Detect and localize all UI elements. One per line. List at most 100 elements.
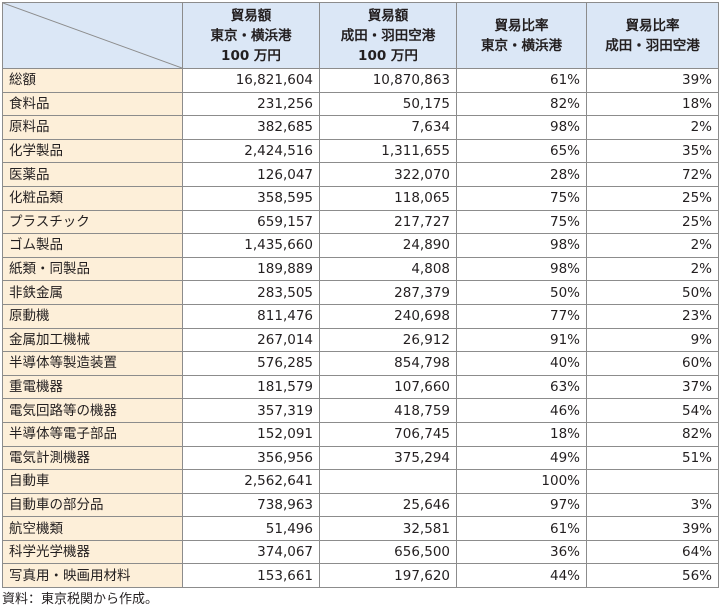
row-label-cell: 化学製品 [2, 138, 183, 164]
tokyo-yokohama-value-cell: 659,157 [182, 209, 320, 235]
narita-haneda-value-cell: 418,759 [319, 398, 457, 423]
table-row: 自動車 2,562,641 100% [2, 469, 719, 494]
table-row: 自動車の部分品 738,963 25,646 97% 3% [2, 492, 719, 518]
narita-haneda-value-cell: 322,070 [319, 162, 457, 187]
row-label-cell: 化粧品類 [2, 185, 183, 211]
tokyo-yokohama-value-cell: 126,047 [182, 162, 320, 187]
tokyo-yokohama-value-cell: 738,963 [182, 492, 320, 518]
narita-haneda-value-cell: 217,727 [319, 209, 457, 235]
row-label-cell: 航空機類 [2, 516, 183, 541]
tokyo-yokohama-value-cell: 51,496 [182, 516, 320, 541]
narita-haneda-value-cell [319, 469, 457, 494]
tokyo-yokohama-ratio-cell: 44% [456, 563, 587, 589]
row-label-cell: 半導体等電子部品 [2, 421, 183, 447]
row-label-cell: 医薬品 [2, 162, 183, 187]
narita-haneda-value-cell: 706,745 [319, 421, 457, 447]
narita-haneda-ratio-cell: 51% [586, 445, 719, 471]
narita-haneda-ratio-cell: 56% [586, 563, 719, 589]
narita-haneda-value-cell: 1,311,655 [319, 138, 457, 164]
row-label-cell: 原動機 [2, 303, 183, 329]
trade-table: 貿易額 東京・横浜港 100 万円 貿易額 成田・羽田空港 100 万円 貿易比率 東京・… [2, 2, 719, 589]
narita-haneda-value-cell: 107,660 [319, 374, 457, 400]
narita-haneda-ratio-cell: 2% [586, 233, 719, 258]
narita-haneda-ratio-cell: 25% [586, 209, 719, 235]
tokyo-yokohama-ratio-cell: 65% [456, 138, 587, 164]
row-label-cell: 電気回路等の機器 [2, 398, 183, 423]
narita-haneda-ratio-cell: 64% [586, 539, 719, 565]
narita-haneda-ratio-cell: 9% [586, 327, 719, 353]
table-row: 化粧品類 358,595 118,065 75% 25% [2, 185, 719, 211]
tokyo-yokohama-ratio-cell: 82% [456, 91, 587, 117]
row-label-cell: 写真用・映画用材料 [2, 563, 183, 589]
tokyo-yokohama-value-cell: 382,685 [182, 115, 320, 140]
tokyo-yokohama-value-cell: 358,595 [182, 185, 320, 211]
tokyo-yokohama-ratio-cell: 40% [456, 351, 587, 376]
narita-haneda-value-cell: 10,870,863 [319, 68, 457, 93]
header-narita-haneda-ratio: 貿易比率 成田・羽田空港 [586, 2, 719, 69]
tokyo-yokohama-ratio-cell: 98% [456, 233, 587, 258]
tokyo-yokohama-ratio-cell: 46% [456, 398, 587, 423]
tokyo-yokohama-value-cell: 356,956 [182, 445, 320, 471]
corner-cell [2, 2, 183, 69]
narita-haneda-ratio-cell: 37% [586, 374, 719, 400]
tokyo-yokohama-ratio-cell: 36% [456, 539, 587, 565]
tokyo-yokohama-value-cell: 152,091 [182, 421, 320, 447]
tokyo-yokohama-value-cell: 189,889 [182, 256, 320, 282]
tokyo-yokohama-ratio-cell: 63% [456, 374, 587, 400]
row-label-cell: ゴム製品 [2, 233, 183, 258]
tokyo-yokohama-value-cell: 283,505 [182, 280, 320, 305]
narita-haneda-ratio-cell: 2% [586, 115, 719, 140]
table-row: 科学光学機器 374,067 656,500 36% 64% [2, 539, 719, 565]
table-body: 総額 16,821,604 10,870,863 61% 39% 食料品 231,256 50… [2, 68, 719, 589]
tokyo-yokohama-ratio-cell: 49% [456, 445, 587, 471]
narita-haneda-value-cell: 24,890 [319, 233, 457, 258]
table-row: 化学製品 2,424,516 1,311,655 65% 35% [2, 138, 719, 164]
table-row: 総額 16,821,604 10,870,863 61% 39% [2, 68, 719, 93]
tokyo-yokohama-ratio-cell: 98% [456, 256, 587, 282]
narita-haneda-ratio-cell: 39% [586, 68, 719, 93]
header-tokyo-yokohama-value: 貿易額 東京・横浜港 100 万円 [182, 2, 320, 69]
narita-haneda-value-cell: 26,912 [319, 327, 457, 353]
narita-haneda-value-cell: 656,500 [319, 539, 457, 565]
row-label-cell: 紙類・同製品 [2, 256, 183, 282]
narita-haneda-ratio-cell: 39% [586, 516, 719, 541]
narita-haneda-value-cell: 118,065 [319, 185, 457, 211]
table-row: 半導体等電子部品 152,091 706,745 18% 82% [2, 421, 719, 447]
tokyo-yokohama-ratio-cell: 75% [456, 185, 587, 211]
row-label-cell: 自動車 [2, 469, 183, 494]
narita-haneda-ratio-cell: 18% [586, 91, 719, 117]
tokyo-yokohama-ratio-cell: 97% [456, 492, 587, 518]
source-note: 資料：東京税関から作成。 [2, 592, 159, 607]
table-row: 原料品 382,685 7,634 98% 2% [2, 115, 719, 140]
table-row: 食料品 231,256 50,175 82% 18% [2, 91, 719, 117]
tokyo-yokohama-value-cell: 181,579 [182, 374, 320, 400]
tokyo-yokohama-ratio-cell: 75% [456, 209, 587, 235]
header-row: 貿易額 東京・横浜港 100 万円 貿易額 成田・羽田空港 100 万円 貿易比率 東京・… [2, 2, 719, 69]
tokyo-yokohama-ratio-cell: 77% [456, 303, 587, 329]
narita-haneda-ratio-cell: 82% [586, 421, 719, 447]
tokyo-yokohama-ratio-cell: 61% [456, 68, 587, 93]
row-label-cell: 半導体等製造装置 [2, 351, 183, 376]
narita-haneda-ratio-cell: 54% [586, 398, 719, 423]
table-row: 航空機類 51,496 32,581 61% 39% [2, 516, 719, 541]
narita-haneda-value-cell: 375,294 [319, 445, 457, 471]
row-label-cell: 重電機器 [2, 374, 183, 400]
narita-haneda-ratio-cell: 3% [586, 492, 719, 518]
narita-haneda-value-cell: 25,646 [319, 492, 457, 518]
tokyo-yokohama-value-cell: 2,562,641 [182, 469, 320, 494]
tokyo-yokohama-value-cell: 16,821,604 [182, 68, 320, 93]
narita-haneda-value-cell: 50,175 [319, 91, 457, 117]
narita-haneda-ratio-cell: 60% [586, 351, 719, 376]
tokyo-yokohama-value-cell: 2,424,516 [182, 138, 320, 164]
narita-haneda-value-cell: 197,620 [319, 563, 457, 589]
row-label-cell: 科学光学機器 [2, 539, 183, 565]
header-narita-haneda-value: 貿易額 成田・羽田空港 100 万円 [319, 2, 457, 69]
narita-haneda-ratio-cell: 50% [586, 280, 719, 305]
tokyo-yokohama-ratio-cell: 100% [456, 469, 587, 494]
narita-haneda-value-cell: 854,798 [319, 351, 457, 376]
tokyo-yokohama-value-cell: 267,014 [182, 327, 320, 353]
narita-haneda-ratio-cell: 23% [586, 303, 719, 329]
table-row: 写真用・映画用材料 153,661 197,620 44% 56% [2, 563, 719, 589]
table-row: プラスチック 659,157 217,727 75% 25% [2, 209, 719, 235]
